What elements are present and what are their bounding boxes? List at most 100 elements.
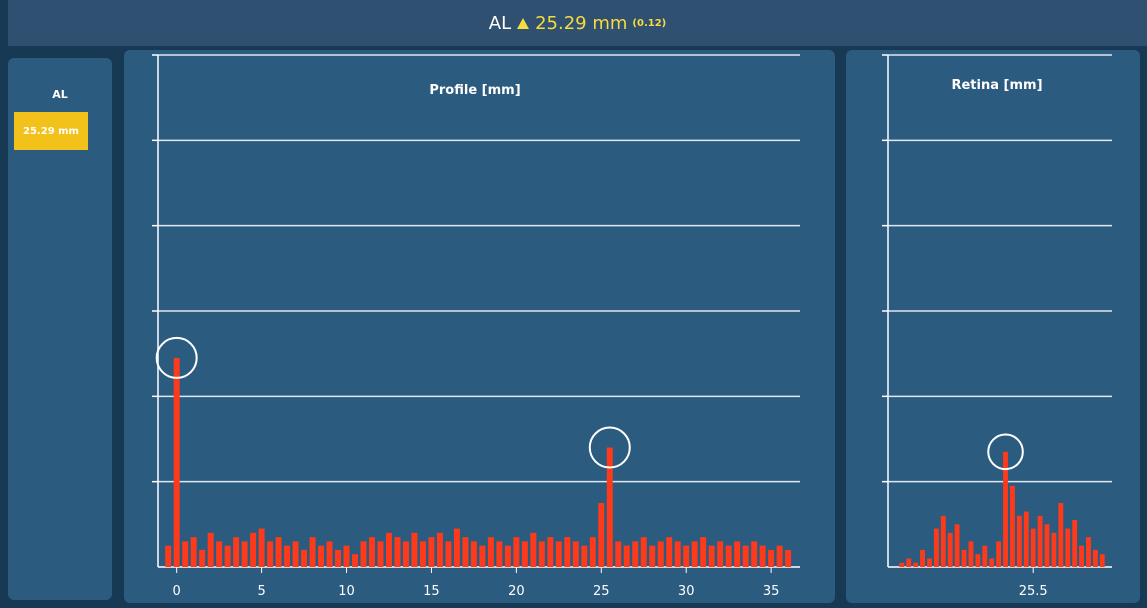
bar bbox=[267, 541, 273, 567]
bar bbox=[445, 541, 451, 567]
bar bbox=[941, 516, 946, 567]
bar bbox=[369, 537, 375, 567]
bar bbox=[734, 541, 740, 567]
bar bbox=[607, 448, 613, 567]
bar bbox=[471, 541, 477, 567]
bar bbox=[284, 546, 290, 567]
bar bbox=[1017, 516, 1022, 567]
bar bbox=[768, 550, 774, 567]
bar bbox=[403, 541, 409, 567]
bar bbox=[454, 529, 460, 567]
bar bbox=[906, 558, 911, 567]
bar bbox=[920, 550, 925, 567]
screen: AL 25.29 mm (0.12) AL 25.29 mm Profile [… bbox=[0, 0, 1147, 608]
bar bbox=[318, 546, 324, 567]
bar bbox=[556, 541, 562, 567]
bar bbox=[590, 537, 596, 567]
bar bbox=[996, 541, 1001, 567]
bar bbox=[982, 546, 987, 567]
bar bbox=[310, 537, 316, 567]
bar bbox=[225, 546, 231, 567]
x-tick-label: 15 bbox=[423, 584, 440, 599]
bar bbox=[581, 546, 587, 567]
bar bbox=[437, 533, 443, 567]
x-tick-label: 25.5 bbox=[1019, 584, 1048, 599]
bar bbox=[927, 558, 932, 567]
bar bbox=[934, 529, 939, 567]
bar bbox=[955, 524, 960, 567]
bar bbox=[1086, 537, 1091, 567]
bar bbox=[969, 541, 974, 567]
bar bbox=[658, 541, 664, 567]
bar bbox=[700, 537, 706, 567]
bar bbox=[378, 541, 384, 567]
x-tick-label: 0 bbox=[173, 584, 181, 599]
x-tick-label: 10 bbox=[338, 584, 355, 599]
bar bbox=[496, 541, 502, 567]
bar bbox=[564, 537, 570, 567]
bar bbox=[913, 563, 918, 567]
bar bbox=[1093, 550, 1098, 567]
x-tick-label: 30 bbox=[678, 584, 695, 599]
bar bbox=[632, 541, 638, 567]
chart-title: Profile [mm] bbox=[429, 83, 520, 98]
bar bbox=[411, 533, 417, 567]
bar bbox=[428, 537, 434, 567]
bar bbox=[1079, 546, 1084, 567]
bar bbox=[717, 541, 723, 567]
bar bbox=[479, 546, 485, 567]
bar bbox=[573, 541, 579, 567]
bar bbox=[899, 563, 904, 567]
bar bbox=[683, 546, 689, 567]
bar bbox=[692, 541, 698, 567]
bar bbox=[1052, 533, 1057, 567]
bar bbox=[743, 546, 749, 567]
bar bbox=[726, 546, 732, 567]
bar bbox=[344, 546, 350, 567]
bar bbox=[259, 529, 265, 567]
bar bbox=[547, 537, 553, 567]
bar bbox=[191, 537, 197, 567]
bar bbox=[948, 533, 953, 567]
bar bbox=[989, 558, 994, 567]
bar bbox=[777, 546, 783, 567]
bar bbox=[505, 546, 511, 567]
bar bbox=[751, 541, 757, 567]
bar bbox=[395, 537, 401, 567]
chart-title: Retina [mm] bbox=[951, 78, 1042, 93]
bar bbox=[666, 537, 672, 567]
bar bbox=[1038, 516, 1043, 567]
bar bbox=[250, 533, 256, 567]
bar bbox=[420, 541, 426, 567]
bar bbox=[624, 546, 630, 567]
bar bbox=[352, 554, 358, 567]
bar bbox=[301, 550, 307, 567]
charts: Profile [mm]05101520253035Retina [mm]25.… bbox=[0, 0, 1147, 608]
bar bbox=[785, 550, 791, 567]
bar bbox=[1010, 486, 1015, 567]
bar bbox=[1100, 554, 1105, 567]
bar bbox=[675, 541, 681, 567]
bar bbox=[335, 550, 341, 567]
bar bbox=[760, 546, 766, 567]
bar bbox=[1065, 529, 1070, 567]
bar bbox=[462, 537, 468, 567]
bar bbox=[1031, 529, 1036, 567]
bar bbox=[709, 546, 715, 567]
bar bbox=[522, 541, 528, 567]
bar bbox=[1045, 524, 1050, 567]
bar bbox=[276, 537, 282, 567]
bar bbox=[233, 537, 239, 567]
x-tick-label: 35 bbox=[763, 584, 780, 599]
bar bbox=[1072, 520, 1077, 567]
x-tick-label: 25 bbox=[593, 584, 610, 599]
bar bbox=[216, 541, 222, 567]
bar bbox=[539, 541, 545, 567]
bar bbox=[327, 541, 333, 567]
x-tick-label: 20 bbox=[508, 584, 525, 599]
bar bbox=[615, 541, 621, 567]
bar bbox=[361, 541, 367, 567]
bar bbox=[513, 537, 519, 567]
bar bbox=[488, 537, 494, 567]
bar bbox=[293, 541, 299, 567]
